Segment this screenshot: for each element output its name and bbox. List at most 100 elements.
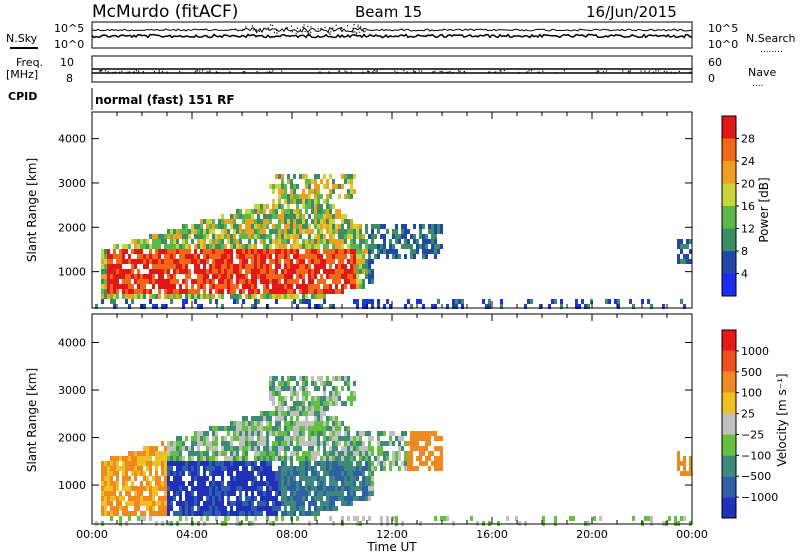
echo-cell — [236, 516, 239, 521]
echo-cell — [146, 264, 149, 269]
echo-cell — [350, 229, 353, 234]
echo-cell — [248, 294, 251, 299]
echo-cell — [299, 194, 302, 199]
echo-cell — [218, 506, 221, 511]
echo-cell — [302, 376, 305, 381]
echo-cell — [368, 456, 371, 461]
echo-cell — [332, 496, 335, 501]
echo-cell — [347, 219, 350, 224]
echo-cell — [323, 486, 326, 491]
echo-cell — [221, 441, 224, 446]
echo-cell — [419, 456, 422, 461]
freq-dot — [121, 70, 123, 72]
echo-cell — [326, 471, 329, 476]
echo-cell — [254, 204, 257, 209]
echo-cell — [299, 376, 302, 381]
echo-cell — [284, 259, 287, 264]
echo-cell — [329, 401, 332, 406]
echo-cell — [212, 486, 215, 491]
echo-cell — [341, 289, 344, 294]
echo-cell — [272, 411, 275, 416]
echo-cell — [158, 264, 161, 269]
echo-cell — [299, 461, 302, 466]
echo-cell — [137, 244, 140, 249]
echo-cell — [302, 279, 305, 284]
echo-cell — [236, 466, 239, 471]
echo-cell — [326, 461, 329, 466]
echo-cell — [257, 456, 260, 461]
freq-dot — [542, 70, 544, 72]
echo-cell — [368, 244, 371, 249]
echo-cell — [341, 259, 344, 264]
echo-cell — [248, 209, 251, 214]
echo-cell — [158, 259, 161, 264]
echo-cell — [101, 481, 104, 486]
echo-cell — [293, 446, 296, 451]
echo-cell — [260, 204, 263, 209]
echo-cell — [425, 249, 428, 254]
echo-cell — [170, 264, 173, 269]
echo-cell — [233, 511, 236, 516]
echo-cell — [242, 214, 245, 219]
noise-spike — [291, 31, 293, 33]
echo-cell — [149, 471, 152, 476]
echo-cell — [161, 239, 164, 244]
echo-cell — [176, 289, 179, 294]
echo-cell — [440, 446, 443, 451]
echo-cell — [251, 279, 254, 284]
echo-cell — [287, 229, 290, 234]
echo-cell — [227, 431, 230, 436]
echo-cell — [302, 229, 305, 234]
echo-cell — [425, 431, 428, 436]
echo-cell — [242, 219, 245, 224]
echo-cell — [215, 244, 218, 249]
echo-cell — [230, 506, 233, 511]
echo-cell — [233, 491, 236, 496]
echo-cell — [275, 391, 278, 396]
echo-cell — [125, 486, 128, 491]
echo-cell — [164, 294, 167, 299]
echo-cell — [281, 284, 284, 289]
echo-cell — [227, 466, 230, 471]
echo-cell — [419, 446, 422, 451]
echo-cell — [227, 229, 230, 234]
echo-cell — [206, 461, 209, 466]
echo-cell — [362, 476, 365, 481]
echo-cell — [179, 476, 182, 481]
echo-cell — [575, 304, 578, 309]
echo-cell — [299, 411, 302, 416]
echo-cell — [269, 396, 272, 401]
echo-cell — [401, 224, 404, 229]
echo-cell — [554, 516, 557, 521]
echo-cell — [224, 269, 227, 274]
echo-cell — [305, 476, 308, 481]
echo-cell — [284, 386, 287, 391]
echo-cell — [314, 451, 317, 456]
echo-cell — [347, 269, 350, 274]
freq-dot — [99, 70, 101, 72]
echo-cell — [284, 451, 287, 456]
echo-cell — [341, 456, 344, 461]
echo-cell — [224, 466, 227, 471]
echo-cell — [344, 264, 347, 269]
echo-cell — [248, 229, 251, 234]
echo-cell — [197, 264, 200, 269]
echo-cell — [332, 244, 335, 249]
echo-cell — [287, 496, 290, 501]
echo-cell — [548, 304, 551, 309]
echo-cell — [167, 294, 170, 299]
echo-cell — [143, 476, 146, 481]
echo-cell — [350, 239, 353, 244]
echo-cell — [185, 289, 188, 294]
echo-cell — [200, 274, 203, 279]
echo-cell — [149, 496, 152, 501]
echo-cell — [368, 441, 371, 446]
echo-cell — [206, 511, 209, 516]
echo-cell — [278, 441, 281, 446]
noise-spike — [299, 28, 302, 31]
echo-cell — [398, 234, 401, 239]
echo-cell — [359, 471, 362, 476]
echo-cell — [335, 496, 338, 501]
echo-cell — [284, 209, 287, 214]
echo-cell — [248, 441, 251, 446]
